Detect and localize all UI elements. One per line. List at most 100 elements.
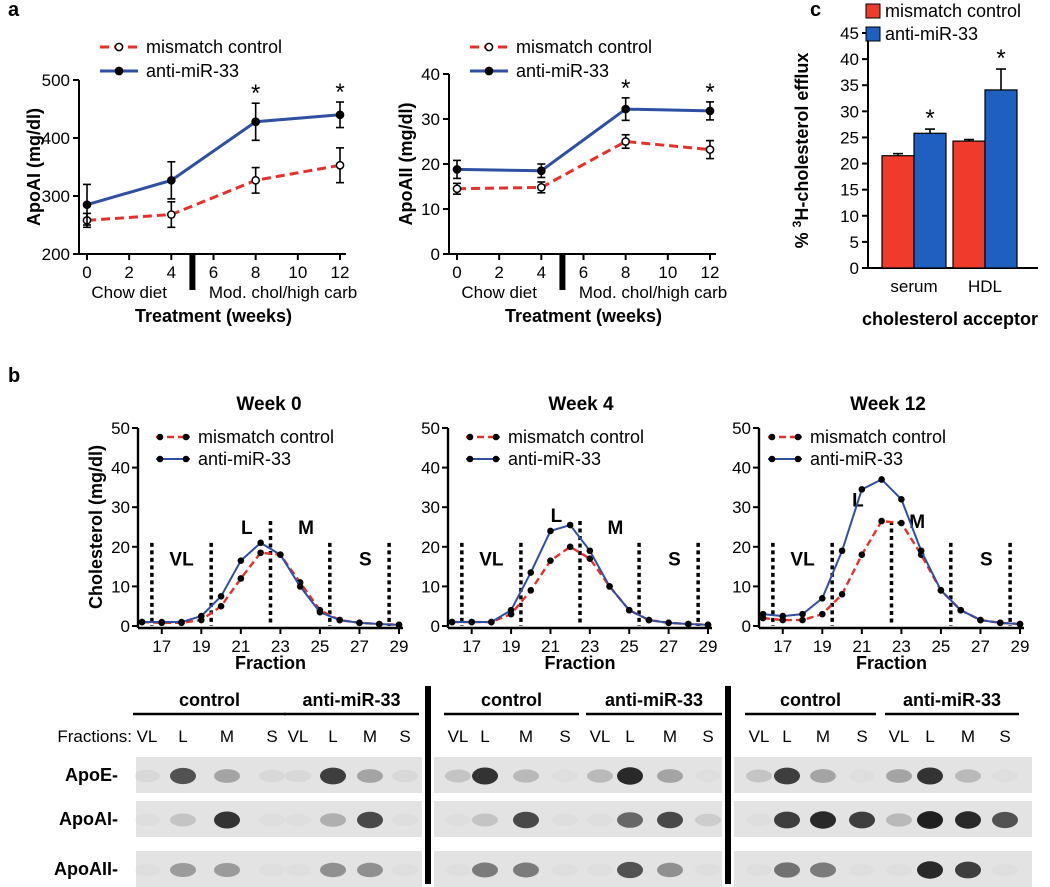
treated-point [452,165,462,174]
y-tick-label: 20 [840,155,859,174]
y-label-prefix: % [792,227,812,248]
fraction-region-label: L [241,518,253,539]
y-tick-label: 15 [840,181,859,200]
x-tick-label: 8 [251,263,260,282]
treated-point [1016,620,1024,628]
apoai-line-chart: 200 300 400 500 0 2 4 6 8 10 12 Chow diet Mod. chol/… [24,37,357,326]
x-tick-label: 29 [390,637,409,656]
blot-band [849,770,875,782]
week4-fplc-chart: 0 10 20 30 40 50 17 19 21 23 25 27 29 Fraction Week 4 V… [421,394,717,673]
treated-point [937,587,945,594]
x-tick-label: 27 [350,637,369,656]
panel-label-a: a [8,0,20,21]
blot-band [886,864,912,876]
legend-treated-label: anti-miR-33 [516,61,609,81]
treated-point [625,606,633,614]
control-bar [952,140,986,269]
legend-treated-marker [466,455,474,463]
blot-band [392,814,418,826]
y-tick-label: 30 [111,498,130,517]
week0-fplc-chart: 0 10 20 30 40 50 17 19 21 23 25 27 29 Fraction Week 0 C… [86,394,408,673]
control-point [547,557,554,564]
control-point [819,610,826,618]
blot-group-label: control [780,690,841,710]
blot-band [445,864,471,876]
legend-control-label: mismatch control [516,37,652,57]
y-axis-label: ApoAI (mg/dl) [24,108,44,226]
legend-control-label: mismatch control [508,427,644,447]
x-tick-label: 25 [931,637,950,656]
x-category-label: HDL [968,277,1002,296]
control-bar [881,155,915,269]
control-point [586,555,594,562]
control-point [858,551,866,559]
treated-point [536,166,546,176]
y-tick-label: 25 [840,128,859,147]
blot-band [992,770,1018,782]
blot-band [214,811,240,829]
x-tick-label: 4 [537,263,546,282]
control-point [838,591,846,598]
blot-band [657,769,683,783]
y-tick-label: 20 [111,538,130,557]
control-point [705,145,715,154]
treated-point [448,618,456,626]
blot-band [134,864,160,876]
x-tick-label: 23 [580,637,599,656]
fraction-region-label: S [668,550,681,571]
blot-row-label: ApoAI- [59,809,118,829]
x-tick-label: 29 [1011,637,1030,656]
panel-label-c: c [810,0,821,21]
treated-point [251,117,261,127]
treated-point [178,618,185,626]
chart-title: Week 12 [850,394,926,415]
legend-control-label: mismatch control [810,427,946,447]
blot-lane-label: VL [749,727,770,746]
treated-point [779,612,787,620]
blot-lane-label: S [399,727,410,746]
blot-lane-label: S [999,727,1010,746]
treated-point [878,476,885,483]
blot-lane-label: M [363,727,377,746]
control-series-line [456,139,711,191]
blot-lane-label: M [519,727,533,746]
y-tick-label: 35 [840,76,859,95]
y-tick-label: 40 [840,50,859,69]
legend-control-marker [156,433,164,441]
blot-band [917,811,943,829]
treated-point [82,200,92,210]
treated-point [277,551,284,559]
x-tick-label: 6 [209,263,218,282]
treated-point [898,495,905,503]
blot-band [320,767,346,785]
blot-band [392,864,418,876]
chart-title: Week 0 [236,394,301,415]
treated-point [621,104,631,114]
blot-band [170,813,196,827]
legend-treated-marker [768,455,776,463]
control-point [527,587,535,594]
apoaii-line-chart: 0 10 20 30 40 0 2 4 6 8 10 12 Chow diet Mod. chol/hig… [396,37,727,326]
fraction-region-label: M [608,518,624,539]
treated-point [799,610,806,618]
x-tick-label: 10 [658,263,677,282]
blot-band [259,769,285,783]
blot-band [617,812,643,828]
y-axis-label: % 3H-cholesterol efflux [790,53,812,249]
blot-band [513,862,539,878]
y-tick-label: 5 [850,233,859,252]
blot-band [695,770,721,782]
control-point [237,575,245,582]
treated-bar [984,89,1018,269]
blot-row-label: ApoE- [65,765,118,785]
blot-band [955,811,981,829]
blot-lane-label: S [856,727,867,746]
x-axis-label: cholesterol acceptor [862,309,1038,329]
treated-point [488,618,495,626]
fraction-region-label: M [909,512,925,533]
x-tick-label: 27 [659,637,678,656]
y-tick-label: 30 [732,498,751,517]
y-axis-label: Cholesterol (mg/dl) [86,445,106,609]
treated-point [395,621,403,629]
